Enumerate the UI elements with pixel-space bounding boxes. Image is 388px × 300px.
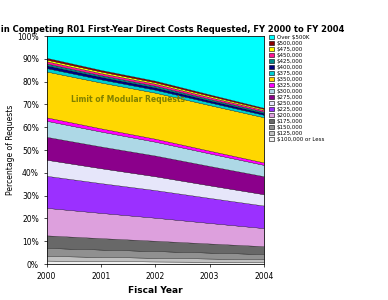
Title: Trends in Competing R01 First-Year Direct Costs Requested, FY 2000 to FY 2004: Trends in Competing R01 First-Year Direc… xyxy=(0,25,345,34)
Y-axis label: Percentage of Requests: Percentage of Requests xyxy=(5,105,14,195)
Text: Limit of Modular Requests: Limit of Modular Requests xyxy=(71,95,185,104)
Legend: Over $500K, $500,000, $475,000, $450,000, $425,000, $400,000, $375,000, $350,000: Over $500K, $500,000, $475,000, $450,000… xyxy=(269,34,324,142)
X-axis label: Fiscal Year: Fiscal Year xyxy=(128,286,182,295)
